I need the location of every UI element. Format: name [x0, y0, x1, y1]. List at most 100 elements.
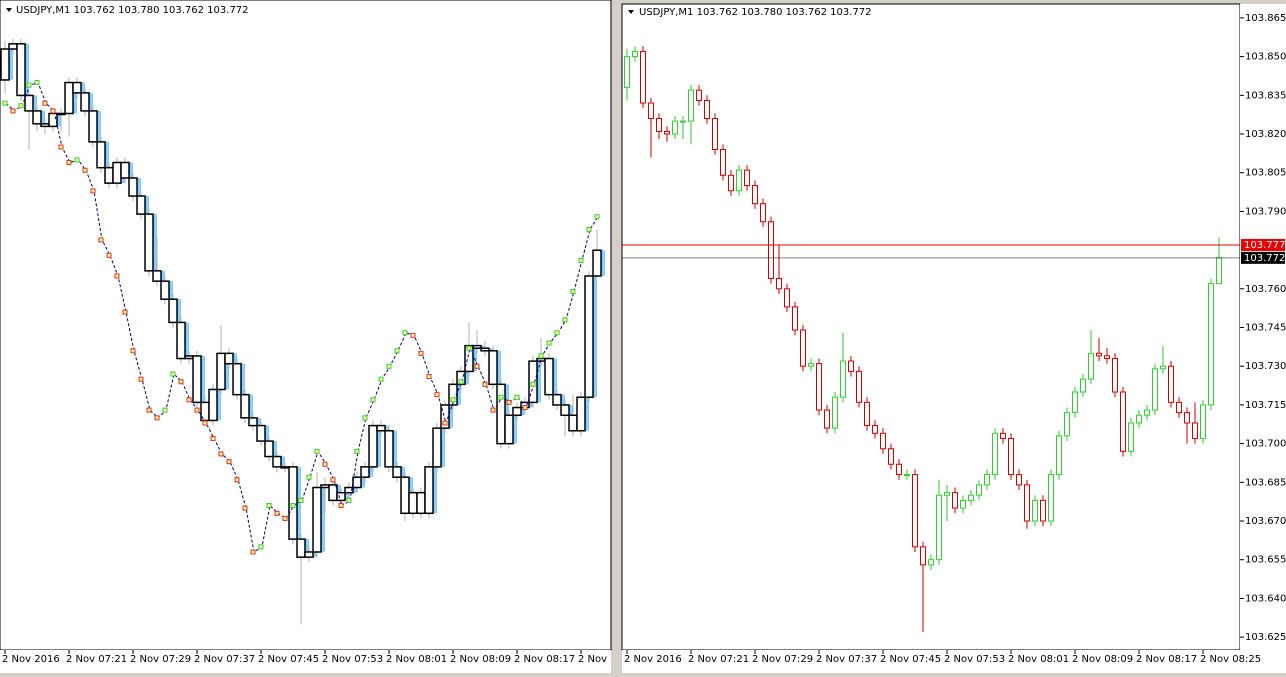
ha-shadow	[183, 322, 189, 359]
ha-shadow	[135, 177, 141, 197]
line-marker	[98, 237, 104, 243]
ha-body	[352, 476, 362, 489]
line-marker	[2, 100, 8, 106]
ha-shadow	[103, 141, 109, 168]
line-marker	[418, 350, 424, 356]
line-marker	[546, 340, 552, 346]
ha-body	[96, 141, 106, 169]
ha-shadow	[447, 404, 453, 429]
ha-shadow	[511, 415, 517, 444]
candle-body	[944, 492, 950, 496]
line-marker	[378, 376, 384, 382]
ha-shadow	[431, 466, 437, 514]
ha-body	[144, 213, 154, 272]
ha-shadow	[239, 363, 245, 395]
line-marker	[506, 399, 512, 405]
ha-body	[256, 424, 266, 442]
candle-body	[912, 474, 918, 548]
candle-body	[720, 148, 726, 176]
line-marker	[122, 309, 128, 315]
candle-body	[1184, 412, 1190, 424]
ha-shadow	[471, 345, 477, 372]
line-marker	[306, 474, 312, 480]
ha-body	[440, 404, 450, 429]
ha-shadow	[7, 49, 13, 80]
candle-body	[976, 484, 982, 496]
menu-arrow[interactable]	[6, 8, 12, 12]
ha-body	[312, 486, 322, 553]
ha-shadow	[551, 358, 557, 395]
right-price-bar	[1240, 4, 1286, 650]
candle-body	[1072, 391, 1078, 414]
ha-body	[472, 344, 482, 349]
candle-body	[680, 120, 686, 123]
candle-body	[664, 130, 670, 135]
line-marker	[594, 214, 600, 220]
line-marker	[458, 379, 464, 385]
line-marker	[354, 448, 360, 454]
line-marker	[498, 394, 504, 400]
line-marker	[114, 273, 120, 279]
ha-body	[544, 357, 554, 396]
ha-body	[248, 417, 258, 427]
line-marker	[570, 288, 576, 294]
candle-body	[712, 118, 718, 150]
line-marker	[362, 415, 368, 421]
y-tick-label: 103.715	[1245, 400, 1286, 411]
line-marker	[234, 477, 240, 483]
ha-body	[408, 491, 418, 515]
candle-body	[1200, 404, 1206, 439]
x-tick-label: 2 Nov 07:45	[258, 654, 319, 665]
x-tick-label: 2 Nov 07:45	[880, 654, 941, 665]
x-tick-label: 2 Nov 07:53	[322, 654, 383, 665]
candle-body	[1056, 435, 1062, 476]
ha-shadow	[143, 196, 149, 215]
x-tick-label: 2 Nov 07:21	[66, 654, 127, 665]
y-tick-label: 103.850	[1245, 52, 1286, 63]
ha-body	[288, 466, 298, 540]
ha-shadow	[591, 275, 597, 398]
line-marker	[338, 503, 344, 509]
ha-body	[240, 393, 250, 419]
candle-body	[688, 89, 694, 122]
ha-shadow	[71, 82, 77, 114]
candle-body	[1064, 412, 1070, 437]
line-marker	[394, 348, 400, 354]
ha-body	[72, 81, 82, 94]
line-marker	[242, 505, 248, 511]
y-tick-label: 103.640	[1245, 593, 1286, 604]
candle-body	[856, 370, 862, 403]
ha-body	[232, 362, 242, 396]
line-marker	[138, 376, 144, 382]
y-tick-label: 103.655	[1245, 555, 1286, 566]
candle-body	[1048, 474, 1054, 522]
ha-body	[216, 352, 226, 391]
line-marker	[10, 108, 16, 114]
line-marker	[434, 392, 440, 398]
ha-body	[568, 414, 578, 432]
y-tick-label: 103.730	[1245, 361, 1286, 372]
ha-body	[512, 406, 522, 417]
line-marker	[194, 407, 200, 413]
ha-body	[448, 383, 458, 406]
ha-body	[296, 538, 306, 558]
line-marker	[538, 353, 544, 359]
ha-body	[320, 484, 330, 489]
ha-shadow	[319, 487, 325, 552]
line-marker	[74, 157, 80, 163]
line-marker	[154, 415, 160, 421]
menu-arrow[interactable]	[628, 10, 634, 14]
ha-body	[496, 383, 506, 445]
y-tick-label: 103.865	[1245, 13, 1286, 24]
chart-title: USDJPY,M1 103.762 103.780 103.762 103.77…	[16, 5, 249, 16]
line-marker	[274, 510, 280, 516]
ha-shadow	[255, 417, 261, 426]
candle-body	[752, 185, 758, 205]
candle-body	[872, 425, 878, 434]
ha-body	[224, 352, 234, 365]
ha-body	[488, 350, 498, 386]
x-tick-label: 2 Nov 0	[578, 654, 617, 665]
line-marker	[442, 420, 448, 426]
x-tick-label: 2 Nov 07:21	[688, 654, 749, 665]
